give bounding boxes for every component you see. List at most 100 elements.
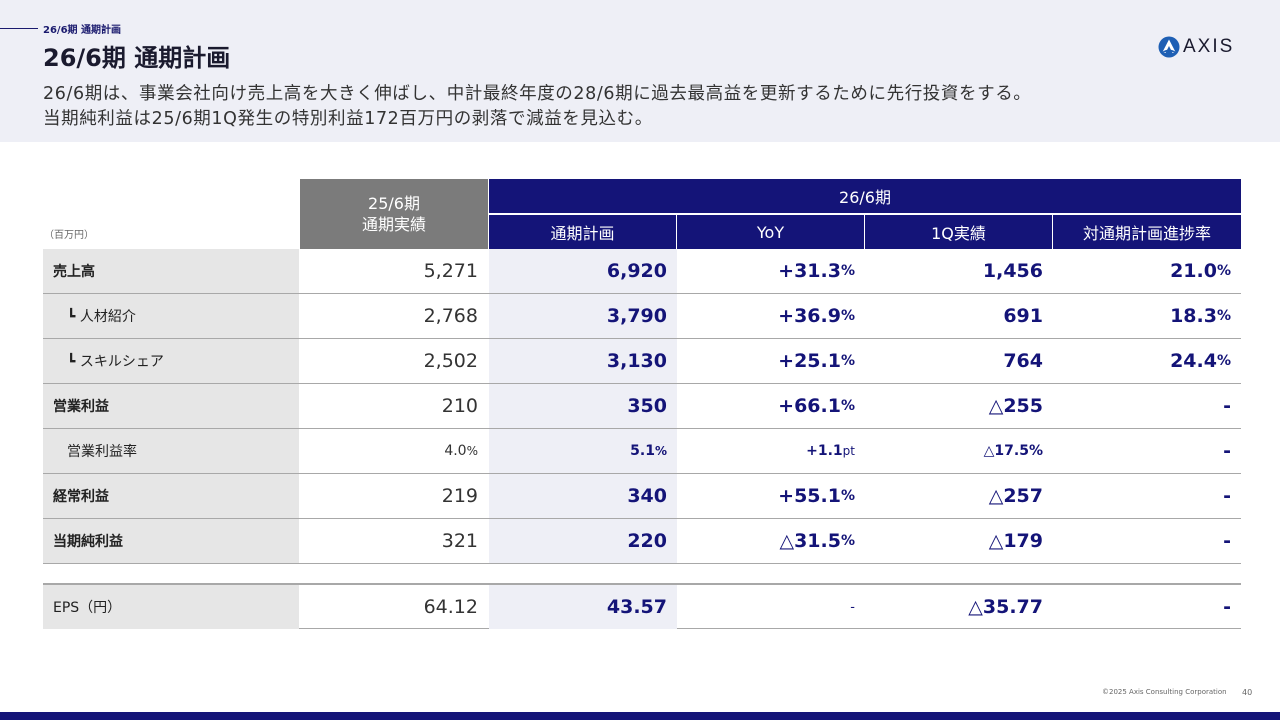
cell-q1: △17.5%	[983, 443, 1043, 459]
cell-yoy-unit: %	[840, 263, 855, 279]
cell-yoy: +25.1%	[677, 339, 865, 383]
cell-progress: 18.3%	[1053, 294, 1241, 338]
header-progress: 対通期計画進捗率	[1053, 215, 1241, 249]
company-logo: AXIS	[1158, 36, 1234, 58]
table-row: 営業利益 210 350 +66.1% △255 -	[43, 384, 1241, 429]
cell-prev: 2,502	[423, 350, 478, 372]
page-number: 40	[1242, 688, 1253, 697]
table-row: ┗ 人材紹介 2,768 3,790 +36.9% 691 18.3%	[43, 294, 1241, 339]
row-label: ┗ スキルシェア	[43, 339, 299, 383]
row-label: ┗ 人材紹介	[43, 294, 299, 338]
cell-prev: 2,768	[423, 305, 478, 327]
cell-prev-value: 4.0	[444, 443, 467, 459]
table-row: 当期純利益 321 220 △31.5% △179 -	[43, 519, 1241, 564]
header-prev-year-line1: 25/6期	[368, 194, 420, 213]
row-label: 経常利益	[43, 474, 299, 518]
copyright: ©2025 Axis Consulting Corporation	[1102, 688, 1227, 696]
cell-plan: 5.1%	[489, 429, 677, 473]
cell-progress: 24.4%	[1053, 339, 1241, 383]
cell-q1: 764	[1003, 350, 1043, 372]
header-prev-year: 25/6期 通期実績	[300, 179, 488, 249]
cell-plan: 350	[489, 384, 677, 428]
cell-q1: 1,456	[982, 260, 1043, 282]
cell-yoy: △31.5%	[677, 519, 865, 563]
cell-yoy-unit: %	[840, 308, 855, 324]
cell-prev: 5,271	[423, 260, 478, 282]
cell-plan: 3,130	[489, 339, 677, 383]
cell-prev: 219	[441, 485, 478, 507]
cell-progress: -	[1223, 596, 1231, 618]
cell-progress-value: 21.0	[1170, 260, 1217, 282]
cell-plan-unit: %	[654, 444, 667, 458]
cell-yoy-unit: pt	[842, 444, 855, 458]
cell-yoy-unit: %	[840, 353, 855, 369]
row-label: 売上高	[43, 249, 299, 293]
subtitle-line-2: 当期純利益は25/6期1Q発生の特別利益172百万円の剥落で減益を見込む。	[43, 109, 653, 129]
table-row: ┗ スキルシェア 2,502 3,130 +25.1% 764 24.4%	[43, 339, 1241, 384]
cell-yoy: +1.1 pt	[677, 429, 865, 473]
cell-q1: △35.77	[968, 596, 1043, 618]
row-label: EPS（円）	[43, 585, 299, 629]
cell-q1: △257	[988, 485, 1043, 507]
page-title: 26/6期 通期計画	[43, 44, 231, 72]
cell-plan: 340	[489, 474, 677, 518]
header-prev-year-line2: 通期実績	[361, 215, 426, 234]
cell-progress: 21.0%	[1053, 249, 1241, 293]
unit-label: （百万円）	[44, 230, 94, 241]
cell-yoy-value: +36.9	[778, 305, 841, 327]
subtitle-line-1: 26/6期は、事業会社向け売上高を大きく伸ばし、中計最終年度の28/6期に過去最…	[43, 84, 1032, 104]
cell-progress: -	[1223, 530, 1231, 552]
cell-prev: 4.0%	[300, 429, 488, 473]
cell-yoy: +55.1%	[677, 474, 865, 518]
cell-progress-unit: %	[1216, 353, 1231, 369]
cell-yoy-unit: %	[840, 398, 855, 414]
cell-prev-unit: %	[466, 444, 478, 458]
section-label: 26/6期 通期計画	[43, 25, 122, 36]
cell-progress-unit: %	[1216, 263, 1231, 279]
cell-progress-unit: %	[1216, 308, 1231, 324]
cell-yoy-unit: %	[840, 533, 855, 549]
cell-yoy-value: +25.1	[778, 350, 841, 372]
cell-progress-value: 18.3	[1170, 305, 1217, 327]
page-subtitle: 26/6期は、事業会社向け売上高を大きく伸ばし、中計最終年度の28/6期に過去最…	[43, 82, 1031, 132]
cell-prev: 321	[441, 530, 478, 552]
cell-q1: △179	[988, 530, 1043, 552]
table-row: 経常利益 219 340 +55.1% △257 -	[43, 474, 1241, 519]
cell-yoy-value: +66.1	[778, 395, 841, 417]
cell-yoy-value: +55.1	[778, 485, 841, 507]
cell-progress-value: 24.4	[1170, 350, 1217, 372]
section-marker-line	[0, 28, 38, 29]
cell-progress: -	[1223, 440, 1231, 462]
cell-progress: -	[1223, 395, 1231, 417]
cell-yoy: +36.9%	[677, 294, 865, 338]
cell-yoy-value: +31.3	[778, 260, 841, 282]
row-label: 当期純利益	[43, 519, 299, 563]
header-plan: 通期計画	[489, 215, 676, 249]
cell-yoy-value: △31.5	[779, 530, 841, 552]
cell-plan: 220	[489, 519, 677, 563]
cell-yoy: +66.1%	[677, 384, 865, 428]
footer-bar	[0, 712, 1280, 720]
cell-plan: 43.57	[489, 585, 677, 629]
cell-yoy: -	[850, 599, 855, 615]
table-row: 営業利益率 4.0% 5.1% +1.1 pt △17.5% -	[43, 429, 1241, 474]
cell-prev: 210	[441, 395, 478, 417]
axis-logo-icon	[1158, 36, 1180, 58]
logo-text: AXIS	[1183, 36, 1235, 57]
eps-separator	[43, 583, 1241, 585]
cell-yoy: +31.3%	[677, 249, 865, 293]
cell-q1: 691	[1003, 305, 1043, 327]
table-row-eps: EPS（円） 64.12 43.57 - △35.77 -	[43, 585, 1241, 629]
cell-prev: 64.12	[423, 596, 478, 618]
cell-yoy-unit: %	[840, 488, 855, 504]
cell-plan: 6,920	[489, 249, 677, 293]
header-yoy: YoY	[677, 215, 864, 249]
header-q1: 1Q実績	[865, 215, 1052, 249]
row-label: 営業利益	[43, 384, 299, 428]
table-row: 売上高 5,271 6,920 +31.3% 1,456 21.0%	[43, 249, 1241, 294]
cell-plan: 3,790	[489, 294, 677, 338]
header-band	[0, 0, 1280, 142]
header-current-year: 26/6期	[489, 179, 1241, 213]
cell-progress: -	[1223, 485, 1231, 507]
cell-q1: △255	[988, 395, 1043, 417]
